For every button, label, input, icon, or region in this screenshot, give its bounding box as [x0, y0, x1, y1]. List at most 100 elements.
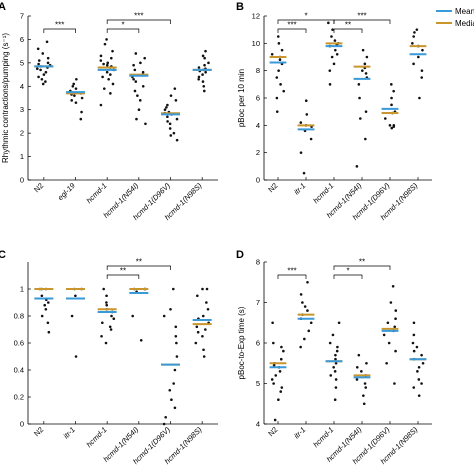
data-point [270, 378, 274, 381]
data-point [175, 117, 179, 121]
x-tick-label: itr-1 [292, 425, 307, 440]
data-point [333, 398, 337, 402]
significance-bracket [106, 28, 140, 33]
data-point [37, 62, 40, 66]
data-point [280, 386, 284, 389]
data-point [331, 28, 334, 31]
data-point [79, 117, 83, 121]
data-point [168, 388, 172, 392]
significance-label: ** [120, 267, 126, 276]
data-point [336, 345, 339, 349]
data-point [386, 321, 390, 325]
data-point [174, 334, 178, 338]
data-point [271, 321, 274, 325]
data-point [100, 334, 103, 338]
data-point [365, 55, 369, 59]
data-point [420, 76, 424, 79]
data-point [394, 317, 397, 321]
data-point [417, 366, 421, 369]
data-point [109, 73, 112, 76]
data-point [306, 309, 309, 312]
data-point [111, 82, 115, 86]
data-point [411, 42, 414, 45]
y-tick-label: 5 [256, 379, 260, 388]
data-point [105, 301, 108, 304]
x-tick-label: itr-1 [292, 181, 307, 196]
data-point [173, 406, 177, 410]
data-point [202, 348, 205, 352]
data-point [173, 368, 177, 372]
data-point [37, 75, 40, 79]
data-point [335, 52, 339, 56]
data-point [41, 82, 45, 86]
data-point [201, 73, 204, 76]
data-point [205, 301, 208, 304]
data-point [102, 62, 105, 66]
data-point [169, 307, 172, 311]
data-point [202, 355, 206, 358]
data-point [46, 321, 50, 325]
data-point [278, 58, 282, 62]
data-point [383, 117, 387, 120]
data-point [102, 87, 106, 90]
y-tick-label: 4 [256, 121, 260, 130]
data-point [40, 77, 44, 81]
data-point [42, 73, 46, 76]
significance-label: *** [134, 12, 143, 21]
data-point [364, 72, 368, 75]
data-point [332, 62, 336, 66]
data-point [99, 54, 103, 58]
data-point [106, 61, 110, 65]
data-point [411, 341, 415, 345]
data-point [102, 287, 105, 291]
data-point [278, 370, 282, 373]
x-tick-label: hcmd-1 [85, 181, 109, 205]
data-point [361, 69, 364, 72]
data-point [46, 301, 50, 304]
data-point [109, 56, 113, 60]
data-point [101, 75, 104, 79]
data-point [171, 287, 175, 291]
data-point [415, 345, 419, 349]
data-point [107, 77, 110, 81]
significance-bracket [277, 274, 307, 279]
data-point [390, 96, 393, 100]
y-tick-label: 0 [256, 176, 260, 185]
significance-bracket [333, 28, 363, 33]
significance-bracket [277, 28, 307, 33]
data-point [299, 293, 303, 296]
data-point [175, 355, 179, 358]
x-tick-label: N2 [32, 425, 45, 438]
data-point [357, 83, 361, 86]
data-point [41, 52, 45, 55]
data-point [299, 121, 303, 124]
data-point [332, 366, 335, 369]
data-point [417, 55, 420, 59]
significance-label: *** [357, 12, 366, 21]
data-point [196, 330, 200, 334]
data-point [201, 314, 205, 318]
data-point [393, 382, 396, 385]
data-point [282, 89, 286, 93]
data-point [330, 55, 334, 59]
panel-letter-a: A [0, 1, 6, 13]
data-point [201, 80, 205, 83]
data-point [138, 99, 142, 102]
panel-letter-c: C [0, 249, 6, 261]
y-tick-label: 12 [252, 12, 260, 21]
data-point [104, 341, 108, 345]
data-point [137, 108, 141, 112]
data-point [394, 349, 397, 353]
x-tick-label: N2 [266, 425, 279, 438]
data-point [364, 110, 368, 113]
data-point [388, 124, 392, 127]
significance-label: ** [359, 258, 365, 267]
data-point [205, 287, 209, 291]
data-point [40, 314, 44, 318]
data-point [390, 103, 393, 107]
data-point [112, 317, 116, 321]
